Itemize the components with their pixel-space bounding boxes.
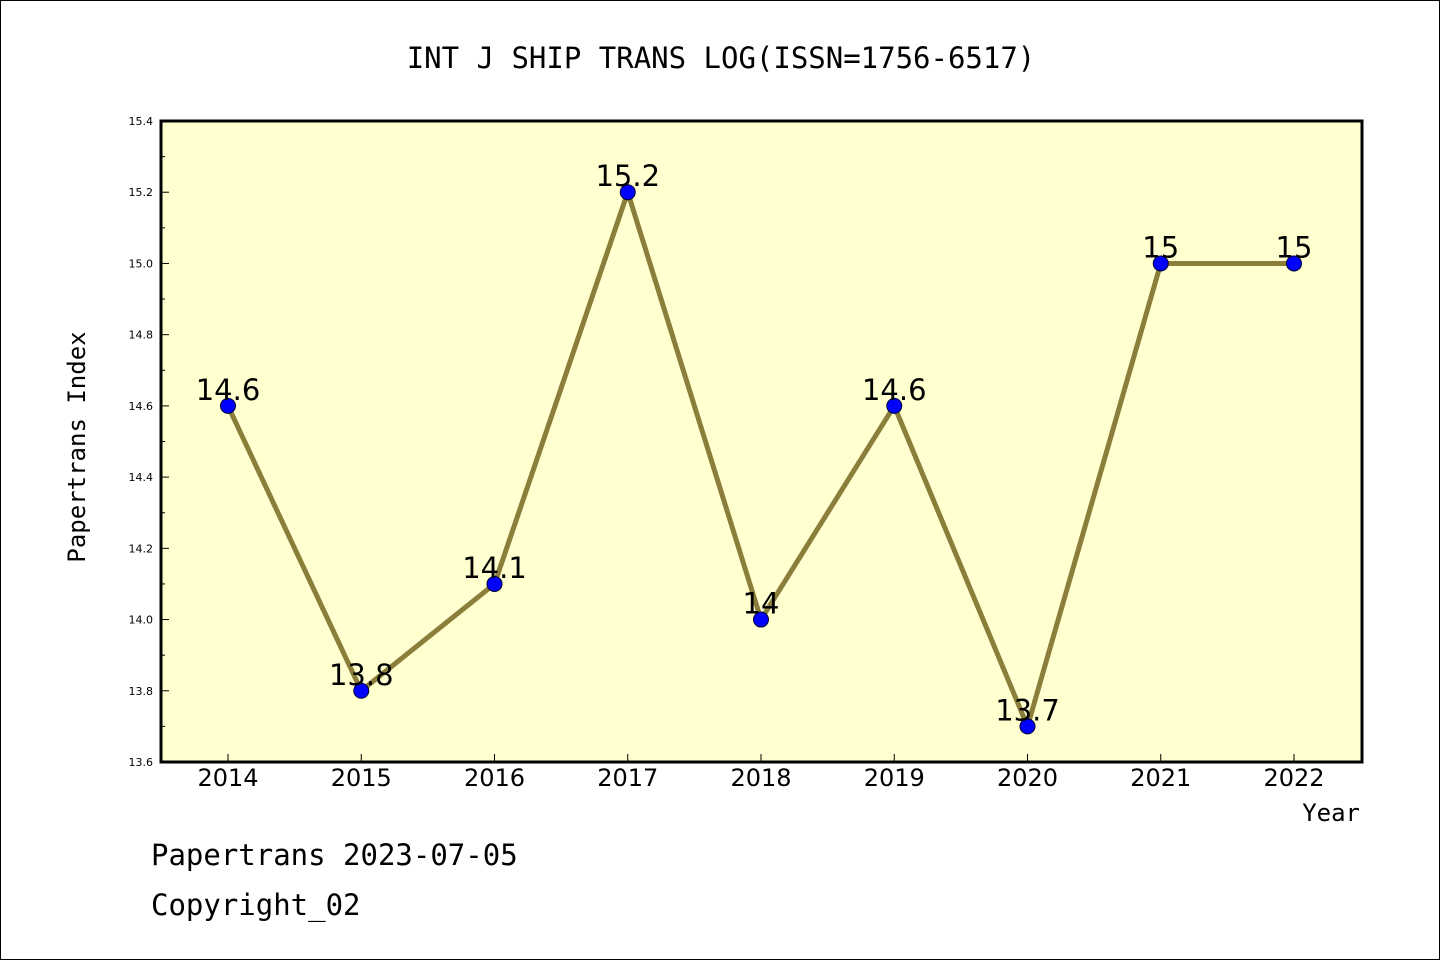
x-axis-label: Year bbox=[1302, 799, 1360, 827]
data-label: 13.7 bbox=[995, 693, 1060, 727]
data-point bbox=[753, 611, 769, 628]
x-tick-label: 2017 bbox=[597, 764, 658, 792]
y-tick-label: 14.0 bbox=[129, 614, 154, 627]
data-label: 15 bbox=[1142, 230, 1179, 264]
y-tick-label: 15.4 bbox=[129, 115, 154, 128]
y-tick-label: 14.6 bbox=[129, 400, 154, 413]
data-point bbox=[486, 575, 503, 592]
data-label: 14.1 bbox=[462, 551, 527, 585]
y-tick-label: 15.2 bbox=[129, 186, 154, 199]
data-point bbox=[1019, 718, 1036, 735]
data-label: 15 bbox=[1276, 230, 1313, 264]
data-markers bbox=[220, 184, 1302, 735]
x-tick-label: 2021 bbox=[1130, 764, 1191, 792]
data-point bbox=[1286, 255, 1302, 272]
x-tick-label: 2018 bbox=[730, 764, 791, 792]
data-point bbox=[353, 682, 370, 699]
y-tick-label: 14.8 bbox=[129, 329, 154, 342]
y-tick-label: 13.8 bbox=[129, 685, 154, 698]
x-tick-label: 2020 bbox=[997, 764, 1058, 792]
data-label: 14.6 bbox=[196, 373, 261, 407]
data-point bbox=[886, 397, 903, 414]
data-point bbox=[619, 184, 636, 201]
data-label: 15.2 bbox=[595, 159, 660, 193]
plot-area bbox=[161, 121, 1362, 762]
data-labels: 14.6 13.8 14.1 15.2 14 14.6 13.7 15 15 bbox=[196, 159, 1313, 727]
data-label: 13.8 bbox=[329, 658, 394, 692]
x-tick-label: 2014 bbox=[197, 764, 258, 792]
x-tick-label: 2019 bbox=[864, 764, 925, 792]
footer-copyright: Copyright_02 bbox=[151, 888, 361, 923]
chart-title: INT J SHIP TRANS LOG(ISSN=1756-6517) bbox=[407, 41, 1036, 75]
x-tick-label: 2015 bbox=[331, 764, 392, 792]
plot-border bbox=[159, 119, 1364, 764]
data-point bbox=[1152, 255, 1169, 272]
y-axis-label: Papertrans Index bbox=[63, 331, 91, 562]
data-label: 14.6 bbox=[862, 373, 927, 407]
footer-date: Papertrans 2023-07-05 bbox=[151, 838, 518, 872]
y-tick-label: 15.0 bbox=[129, 257, 154, 270]
y-tick-label: 13.6 bbox=[129, 756, 154, 769]
y-tick-label: 14.2 bbox=[129, 542, 154, 555]
data-label: 14 bbox=[743, 587, 780, 621]
x-axis: 2014 2015 2016 2017 2018 2019 2020 2021 2022 bbox=[197, 754, 1325, 792]
x-tick-label: 2022 bbox=[1263, 764, 1324, 792]
y-tick-label: 14.4 bbox=[129, 471, 154, 484]
y-axis: 13.6 13.8 14.0 14.2 14.4 14.6 14.8 15.0 15.2 15.4 bbox=[129, 115, 169, 769]
data-point bbox=[220, 397, 236, 414]
x-tick-label: 2016 bbox=[464, 764, 525, 792]
